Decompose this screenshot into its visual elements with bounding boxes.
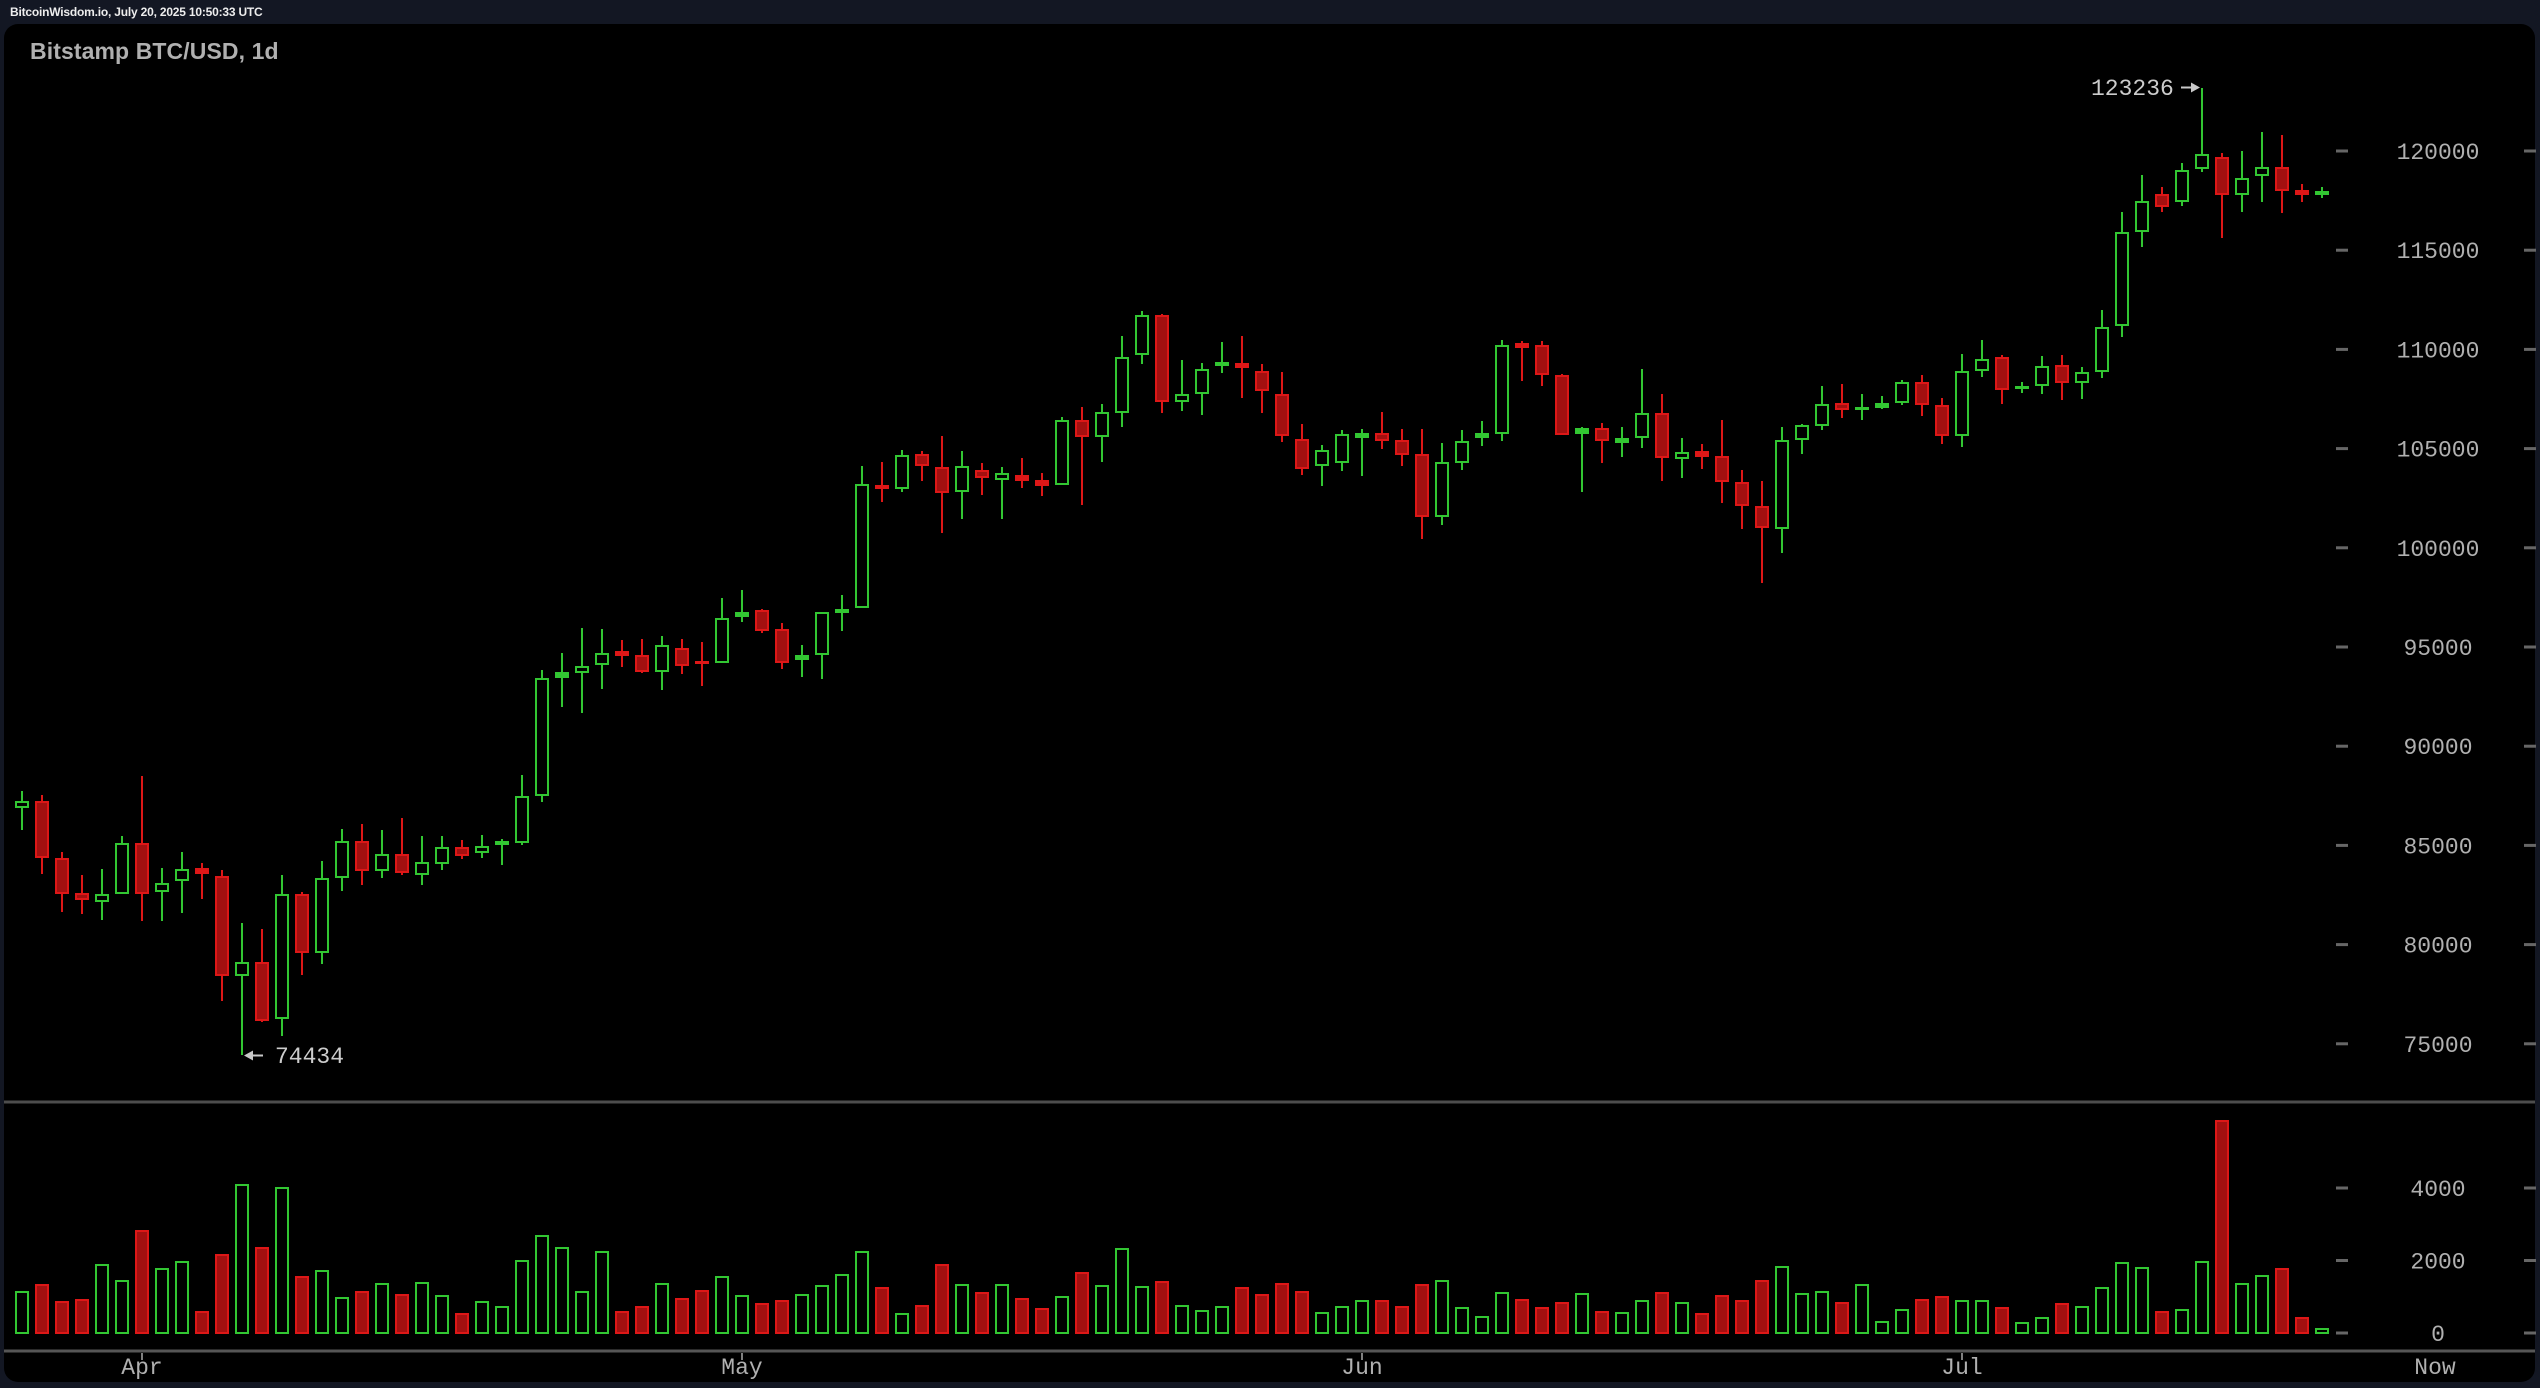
svg-text:Jun: Jun: [1341, 1355, 1382, 1381]
svg-text:90000: 90000: [2403, 735, 2472, 761]
svg-text:0: 0: [2431, 1322, 2445, 1348]
svg-text:Apr: Apr: [121, 1355, 162, 1381]
svg-text:100000: 100000: [2397, 537, 2480, 563]
svg-text:95000: 95000: [2403, 636, 2472, 662]
svg-text:115000: 115000: [2397, 239, 2480, 265]
svg-text:80000: 80000: [2403, 934, 2472, 960]
svg-text:120000: 120000: [2397, 140, 2480, 166]
svg-text:4000: 4000: [2410, 1177, 2465, 1203]
svg-text:Jul: Jul: [1941, 1355, 1982, 1381]
svg-text:2000: 2000: [2410, 1250, 2465, 1276]
svg-text:May: May: [721, 1355, 763, 1381]
svg-text:74434: 74434: [275, 1044, 344, 1070]
svg-text:123236: 123236: [2091, 76, 2174, 102]
svg-text:110000: 110000: [2397, 338, 2480, 364]
svg-text:85000: 85000: [2403, 834, 2472, 860]
svg-text:105000: 105000: [2397, 438, 2480, 464]
svg-text:75000: 75000: [2403, 1033, 2472, 1059]
svg-text:Now: Now: [2414, 1355, 2456, 1381]
